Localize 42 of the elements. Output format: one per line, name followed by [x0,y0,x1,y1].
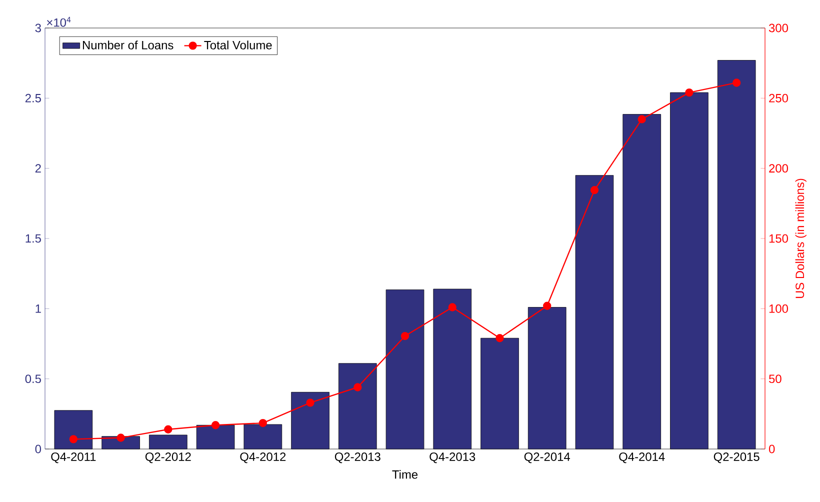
y2-tick-label: 0 [768,444,775,454]
y2-tick-label: 100 [769,304,788,313]
point [732,78,741,87]
y-tick-label: 2 [35,164,41,173]
point [543,302,552,310]
y-tick-label: 0.5 [25,374,41,384]
y2-tick-label: 250 [769,94,788,102]
x-tick-label: Q2-2012 [145,452,191,464]
y2-tick-label: 150 [769,234,788,243]
point [69,435,78,444]
point [590,186,599,194]
point [685,88,694,97]
y-tick-label: 3 [35,24,41,32]
point [306,398,314,407]
text: ×10$^{4}$ [47,16,71,27]
point [400,332,410,340]
x-tick-label: Q2-2015 [714,452,760,464]
y-tick-label: 1 [36,304,41,313]
y2-tick-label: 300 [768,24,788,32]
point [496,334,504,342]
y2-axis-title: US Dollars (in millions) [795,178,806,298]
x-tick-label: Q2-2014 [524,452,570,464]
point [164,425,172,434]
y-tick-label: 1.5 [26,234,41,243]
point [116,434,125,442]
point [258,418,267,428]
legend-label: Total Volume [204,40,272,50]
y-tick-label: 2.5 [25,94,41,102]
x-tick-label: Q4-2013 [430,452,476,464]
x-tick-label: Q4-2011 [51,452,96,464]
y2-tick-label: 50 [769,374,782,384]
point [448,303,456,312]
x-tick-label: Q4-2014 [619,452,665,464]
point [211,421,220,430]
x-tick-label: Q2-2013 [334,452,380,464]
y2-tick-label: 200 [769,164,788,173]
y-tick-label: 0 [35,444,42,454]
point [638,115,646,124]
x-axis-title: Time [392,470,418,479]
legend-label: Number of Loans [82,40,174,50]
x-tick-label: Q4-2012 [240,452,286,464]
point [354,383,362,392]
